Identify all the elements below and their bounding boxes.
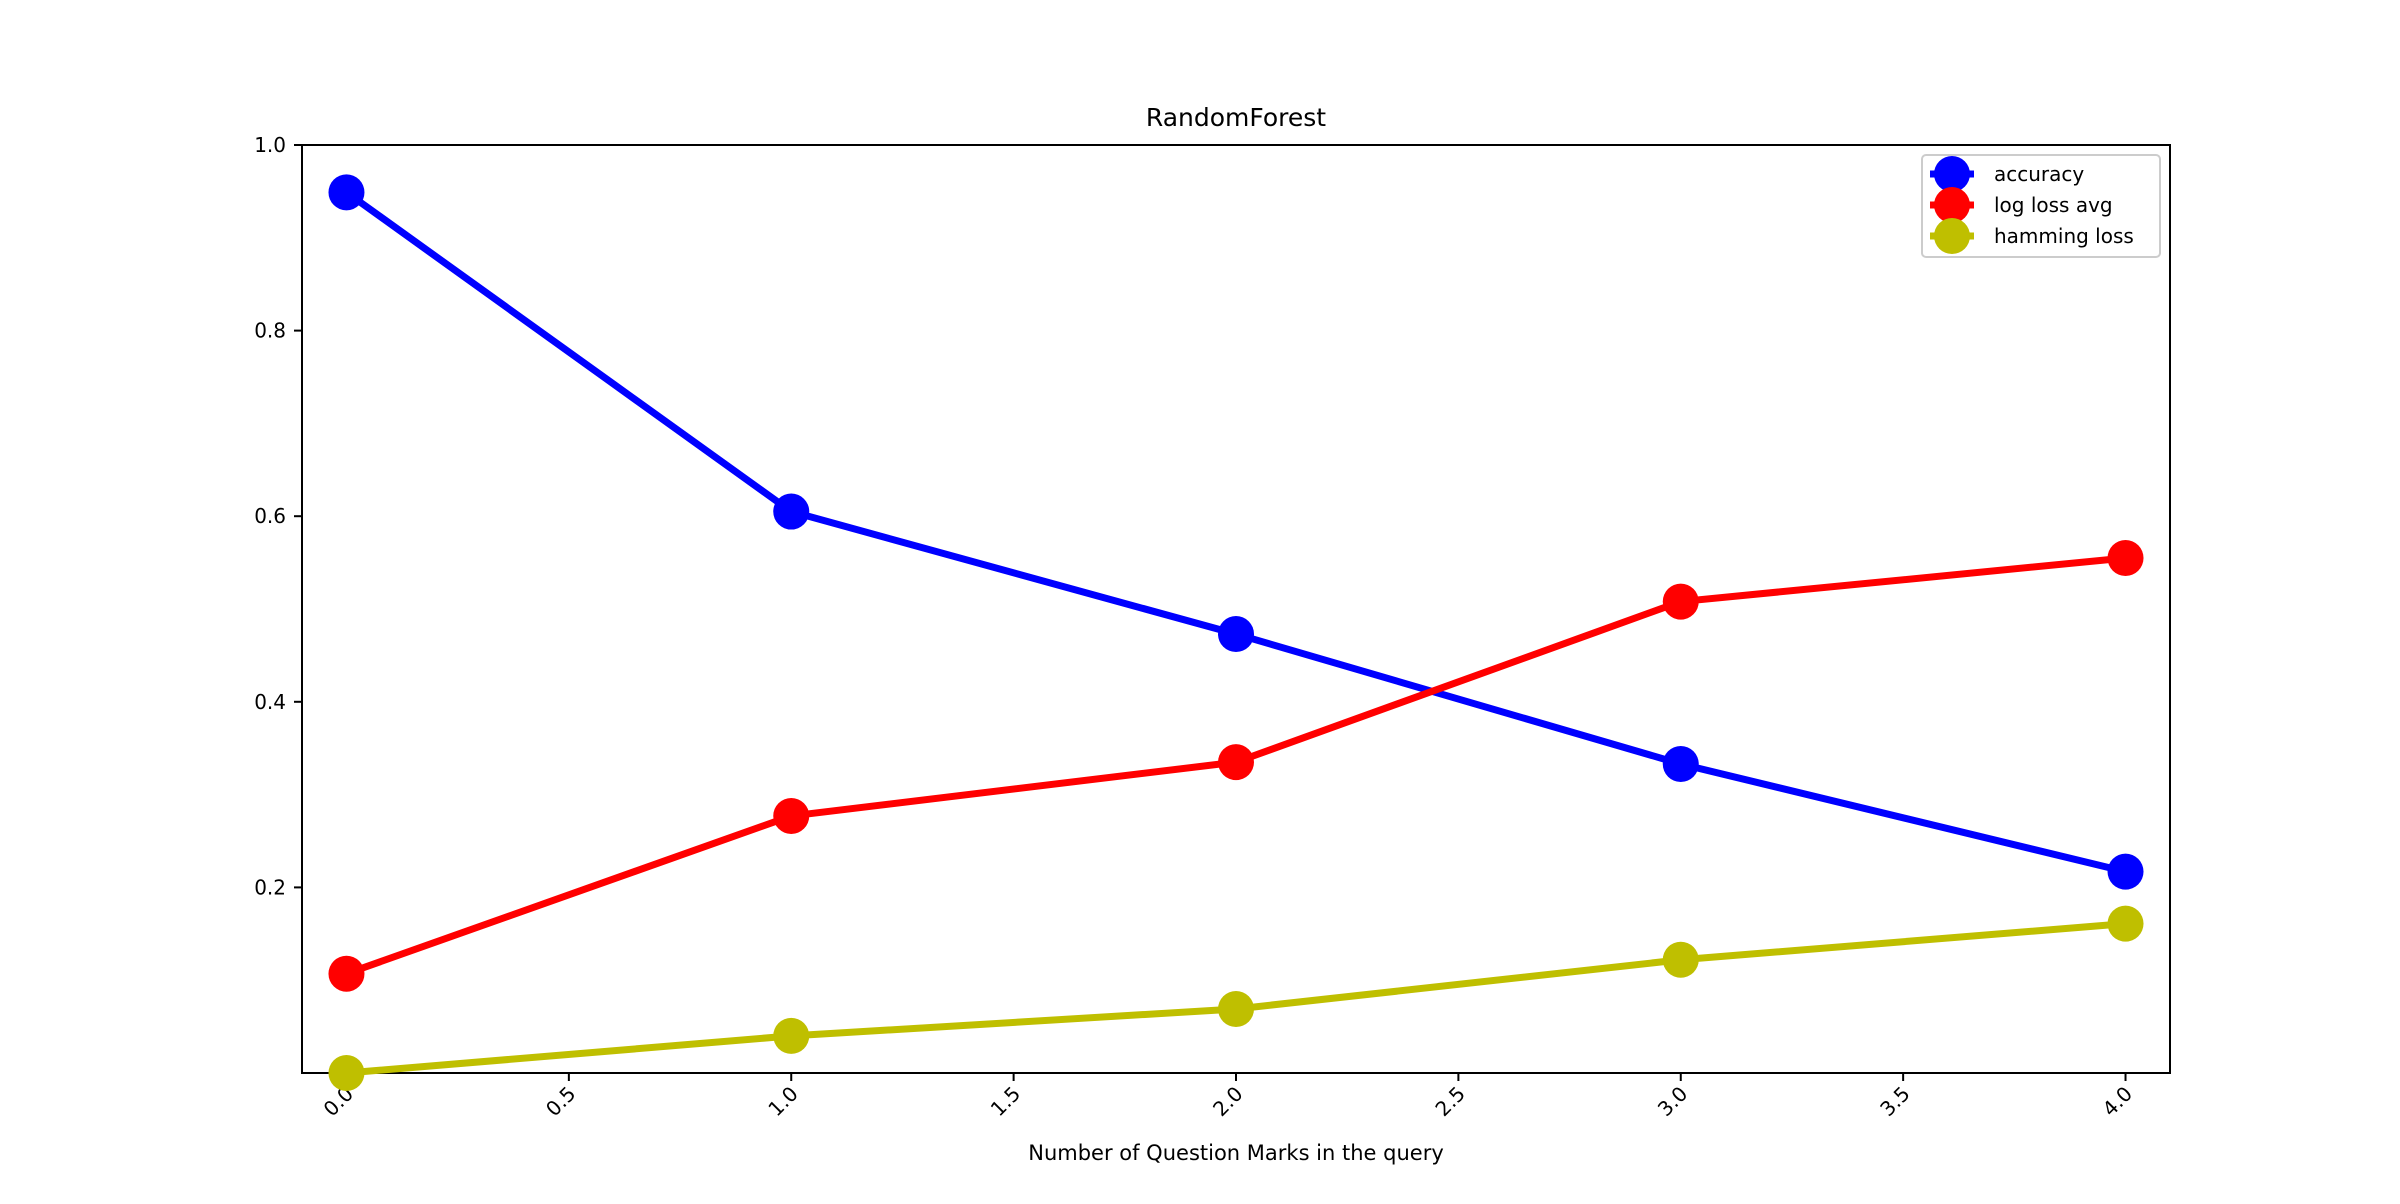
x-tick-label: 0.5 — [541, 1082, 580, 1121]
data-point-accuracy — [328, 174, 365, 211]
data-point-accuracy — [1662, 745, 1699, 782]
y-tick-label: 1.0 — [254, 133, 286, 157]
y-tick-label: 0.2 — [254, 875, 286, 899]
legend-label: accuracy — [1994, 162, 2084, 186]
x-tick-label: 1.5 — [986, 1082, 1025, 1121]
data-point-hamming-loss — [1662, 941, 1699, 978]
series-layer — [328, 174, 2144, 1091]
legend-label: hamming loss — [1994, 224, 2134, 248]
data-point-hamming-loss — [773, 1017, 810, 1054]
legend-item: hamming loss — [1930, 218, 2134, 254]
plot-frame — [301, 144, 2171, 1074]
legend-item: accuracy — [1930, 156, 2084, 192]
legend-marker — [1934, 156, 1970, 192]
x-tick-label: 1.0 — [763, 1082, 802, 1121]
x-tick-label: 3.0 — [1653, 1082, 1692, 1121]
x-tick-label: 4.0 — [2098, 1082, 2137, 1121]
legend-item: log loss avg — [1930, 187, 2113, 223]
x-tick-label: 3.5 — [1875, 1082, 1914, 1121]
legend-label: log loss avg — [1994, 193, 2113, 217]
legend: accuracy log loss avg hamming loss — [1921, 154, 2161, 258]
data-point-accuracy — [2107, 853, 2144, 890]
data-point-log-loss-avg — [2107, 539, 2144, 576]
data-point-log-loss-avg — [328, 955, 365, 992]
data-point-log-loss-avg — [1218, 744, 1254, 781]
legend-box — [1921, 154, 2161, 258]
data-point-hamming-loss — [1218, 990, 1254, 1027]
x-tick-label: 2.5 — [1430, 1082, 1469, 1121]
data-point-hamming-loss — [2107, 905, 2144, 942]
y-tick-label: 0.4 — [254, 690, 286, 714]
chart-title: RandomForest — [1146, 103, 1326, 132]
y-tick-label: 0.6 — [254, 504, 286, 528]
y-tick-label: 0.8 — [254, 319, 286, 343]
data-point-log-loss-avg — [1662, 583, 1699, 620]
legend-marker — [1934, 187, 1970, 223]
x-axis-label: Number of Question Marks in the query — [1028, 1141, 1444, 1165]
x-tick-label: 2.0 — [1208, 1082, 1247, 1121]
data-point-hamming-loss — [328, 1055, 365, 1091]
legend-marker — [1934, 218, 1970, 254]
data-point-log-loss-avg — [773, 797, 810, 834]
data-point-accuracy — [773, 493, 810, 530]
data-point-accuracy — [1218, 616, 1254, 653]
